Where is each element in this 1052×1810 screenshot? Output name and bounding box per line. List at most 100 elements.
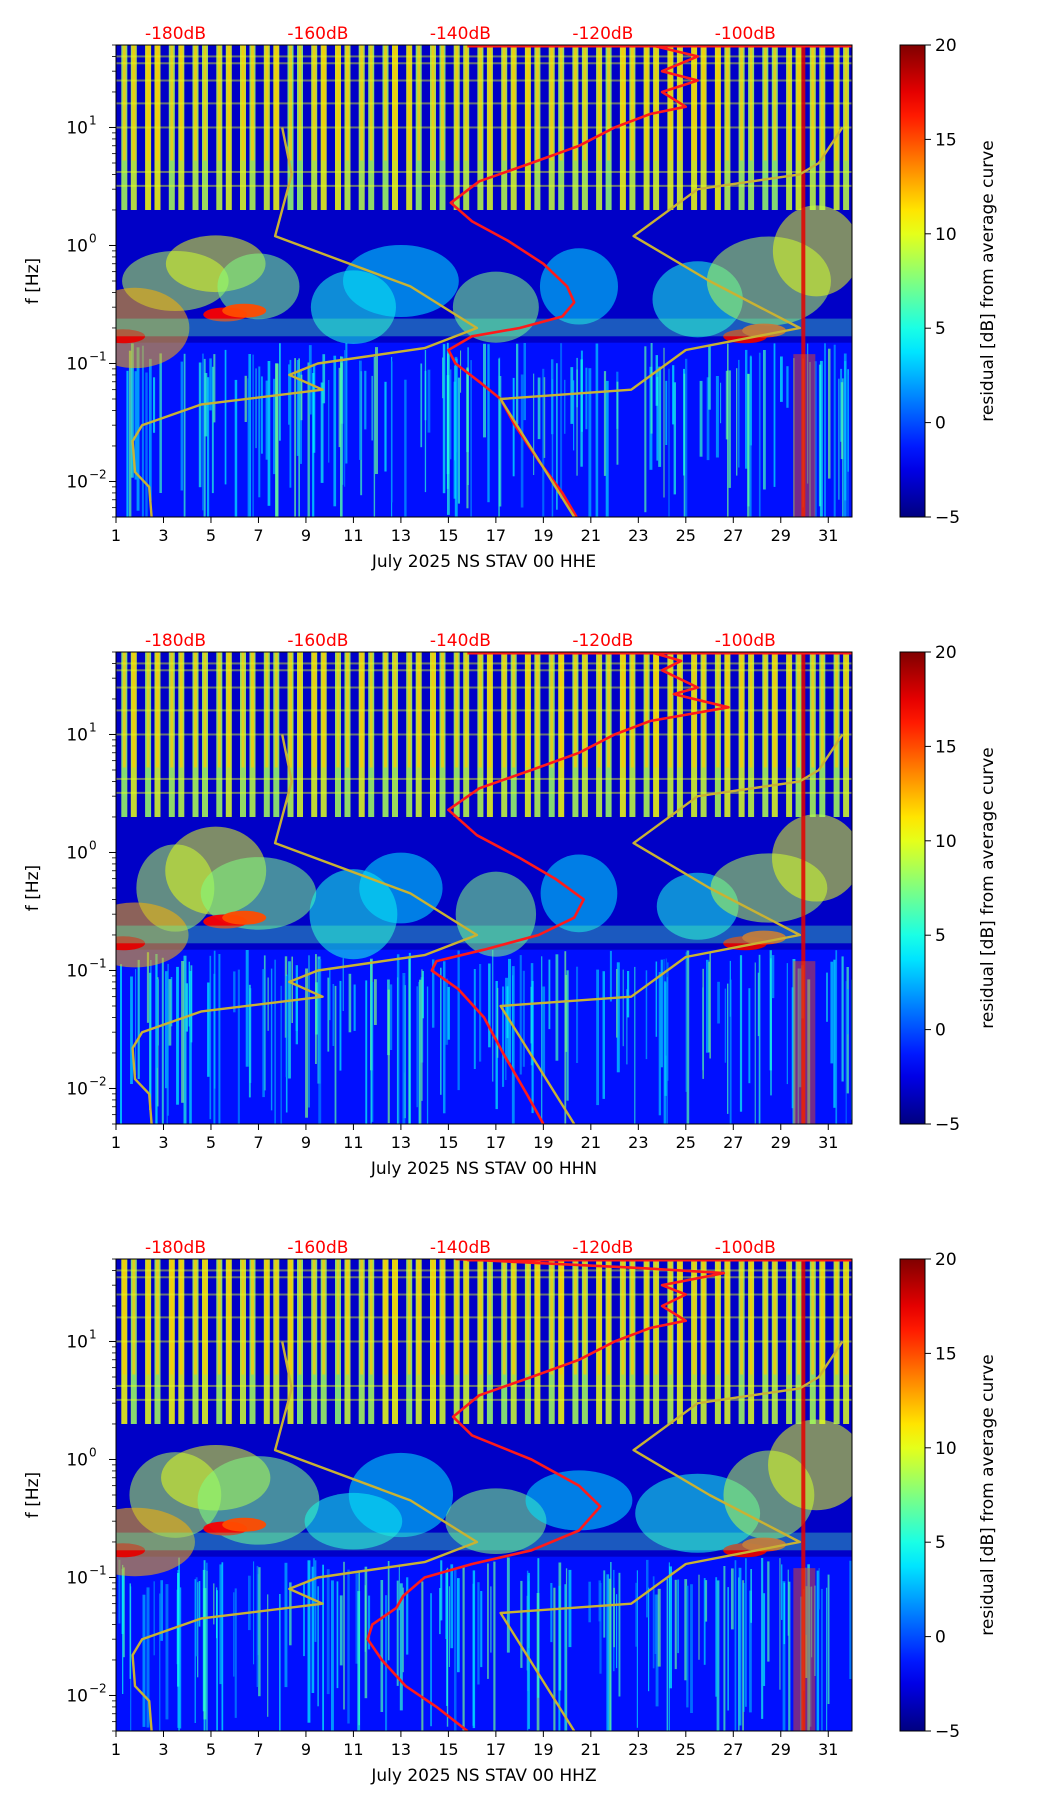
noise-streak [613,1587,615,1648]
noise-streak [677,1579,679,1654]
noise-streak [821,1588,823,1731]
db-axis-label: -120dB [572,631,633,651]
daily-noise-core [820,45,824,161]
noise-streak [258,1567,261,1697]
noise-streak [667,962,669,1081]
noise-streak [322,1564,324,1731]
noise-streak [159,1593,161,1731]
x-tick-label: 27 [723,1740,743,1759]
daily-noise-core [346,45,349,161]
daily-noise-core [535,1259,539,1375]
noise-streak [654,1594,657,1654]
noise-streak [447,353,450,515]
noise-streak [655,961,658,1037]
daily-noise-core [417,45,421,161]
noise-streak [652,1576,655,1669]
spectral-line [116,1340,852,1343]
noise-streak [357,1591,361,1731]
nhnm-line [499,1340,844,1731]
noise-streak [636,1570,638,1728]
noise-streak [334,985,337,1124]
noise-streak [307,1560,311,1723]
noise-streak [506,1557,510,1653]
noise-streak [448,1586,450,1667]
noise-streak [833,959,836,1108]
noise-streak [149,358,152,501]
noise-streak [492,950,494,1082]
noise-streak [454,1568,457,1731]
y-tick-exponent: −1 [89,349,107,363]
daily-noise-core [203,1259,207,1375]
noise-streak [498,358,500,517]
noise-streak [355,1573,359,1664]
microseism-band [116,925,852,944]
daily-noise-core [146,45,150,161]
spectral-line [116,170,852,173]
y-tick-label: 10 [66,1686,88,1706]
noise-streak [457,377,460,504]
daily-noise-core [241,45,245,161]
x-tick-label: 25 [676,526,696,545]
noise-streak [830,961,834,1064]
noise-streak [390,361,393,503]
daily-noise-core [749,1259,753,1375]
daily-noise-core [763,45,767,161]
noise-streak [663,959,665,1124]
x-tick-label: 11 [343,1740,363,1759]
noise-streak [786,366,789,408]
daily-noise-core [550,45,554,161]
daily-noise-core [749,45,753,161]
noise-streak [213,1583,215,1625]
daily-noise-core [156,1259,159,1375]
daily-noise-core [512,45,516,161]
noise-streak [564,379,566,434]
noise-streak [406,1577,409,1655]
daily-noise-core [763,1259,767,1375]
x-tick-label: 31 [818,1740,838,1759]
noise-streak [576,369,578,476]
daily-noise-core [797,1259,801,1375]
x-tick-label: 17 [486,526,506,545]
daily-noise-core [393,652,397,768]
noise-streak [146,952,150,1023]
median-psd-line [430,652,730,1124]
noise-streak [495,981,498,1110]
daily-noise-core [274,1259,278,1375]
noise-streak [849,1560,852,1679]
daily-noise-core [369,45,373,161]
noise-streak [724,988,727,1063]
noise-streak [155,979,158,1068]
noise-streak [727,983,729,1114]
x-tick-label: 23 [628,1740,648,1759]
daily-noise-core [346,1259,349,1375]
daily-noise-core [251,45,254,161]
noise-streak [183,955,187,1124]
noise-streak [783,1582,786,1645]
noise-streak [285,975,288,1078]
x-tick-label: 15 [438,526,458,545]
noise-streak [445,1570,448,1639]
noise-streak [709,952,711,1059]
noise-streak [185,983,188,1032]
noise-streak [421,969,423,1101]
noise-streak [308,955,310,1108]
daily-noise-core [630,652,634,768]
noise-streak [685,952,687,1092]
noise-streak [723,1566,726,1731]
daily-noise-core [668,652,672,768]
daily-noise-core [702,45,706,161]
noise-streak [658,366,662,467]
noise-streak [218,954,221,1124]
noise-streak [347,1569,350,1724]
noise-streak [150,960,152,1124]
daily-noise-core [559,45,563,161]
noise-streak [233,971,236,1013]
db-axis-label: -100dB [715,24,776,44]
x-tick-label: 23 [628,526,648,545]
noise-streak [648,1587,650,1692]
noise-streak [470,360,472,517]
noise-streak [408,958,411,1124]
spectral-line [116,686,852,689]
energy-blob [116,1507,195,1577]
noise-streak [780,356,783,402]
